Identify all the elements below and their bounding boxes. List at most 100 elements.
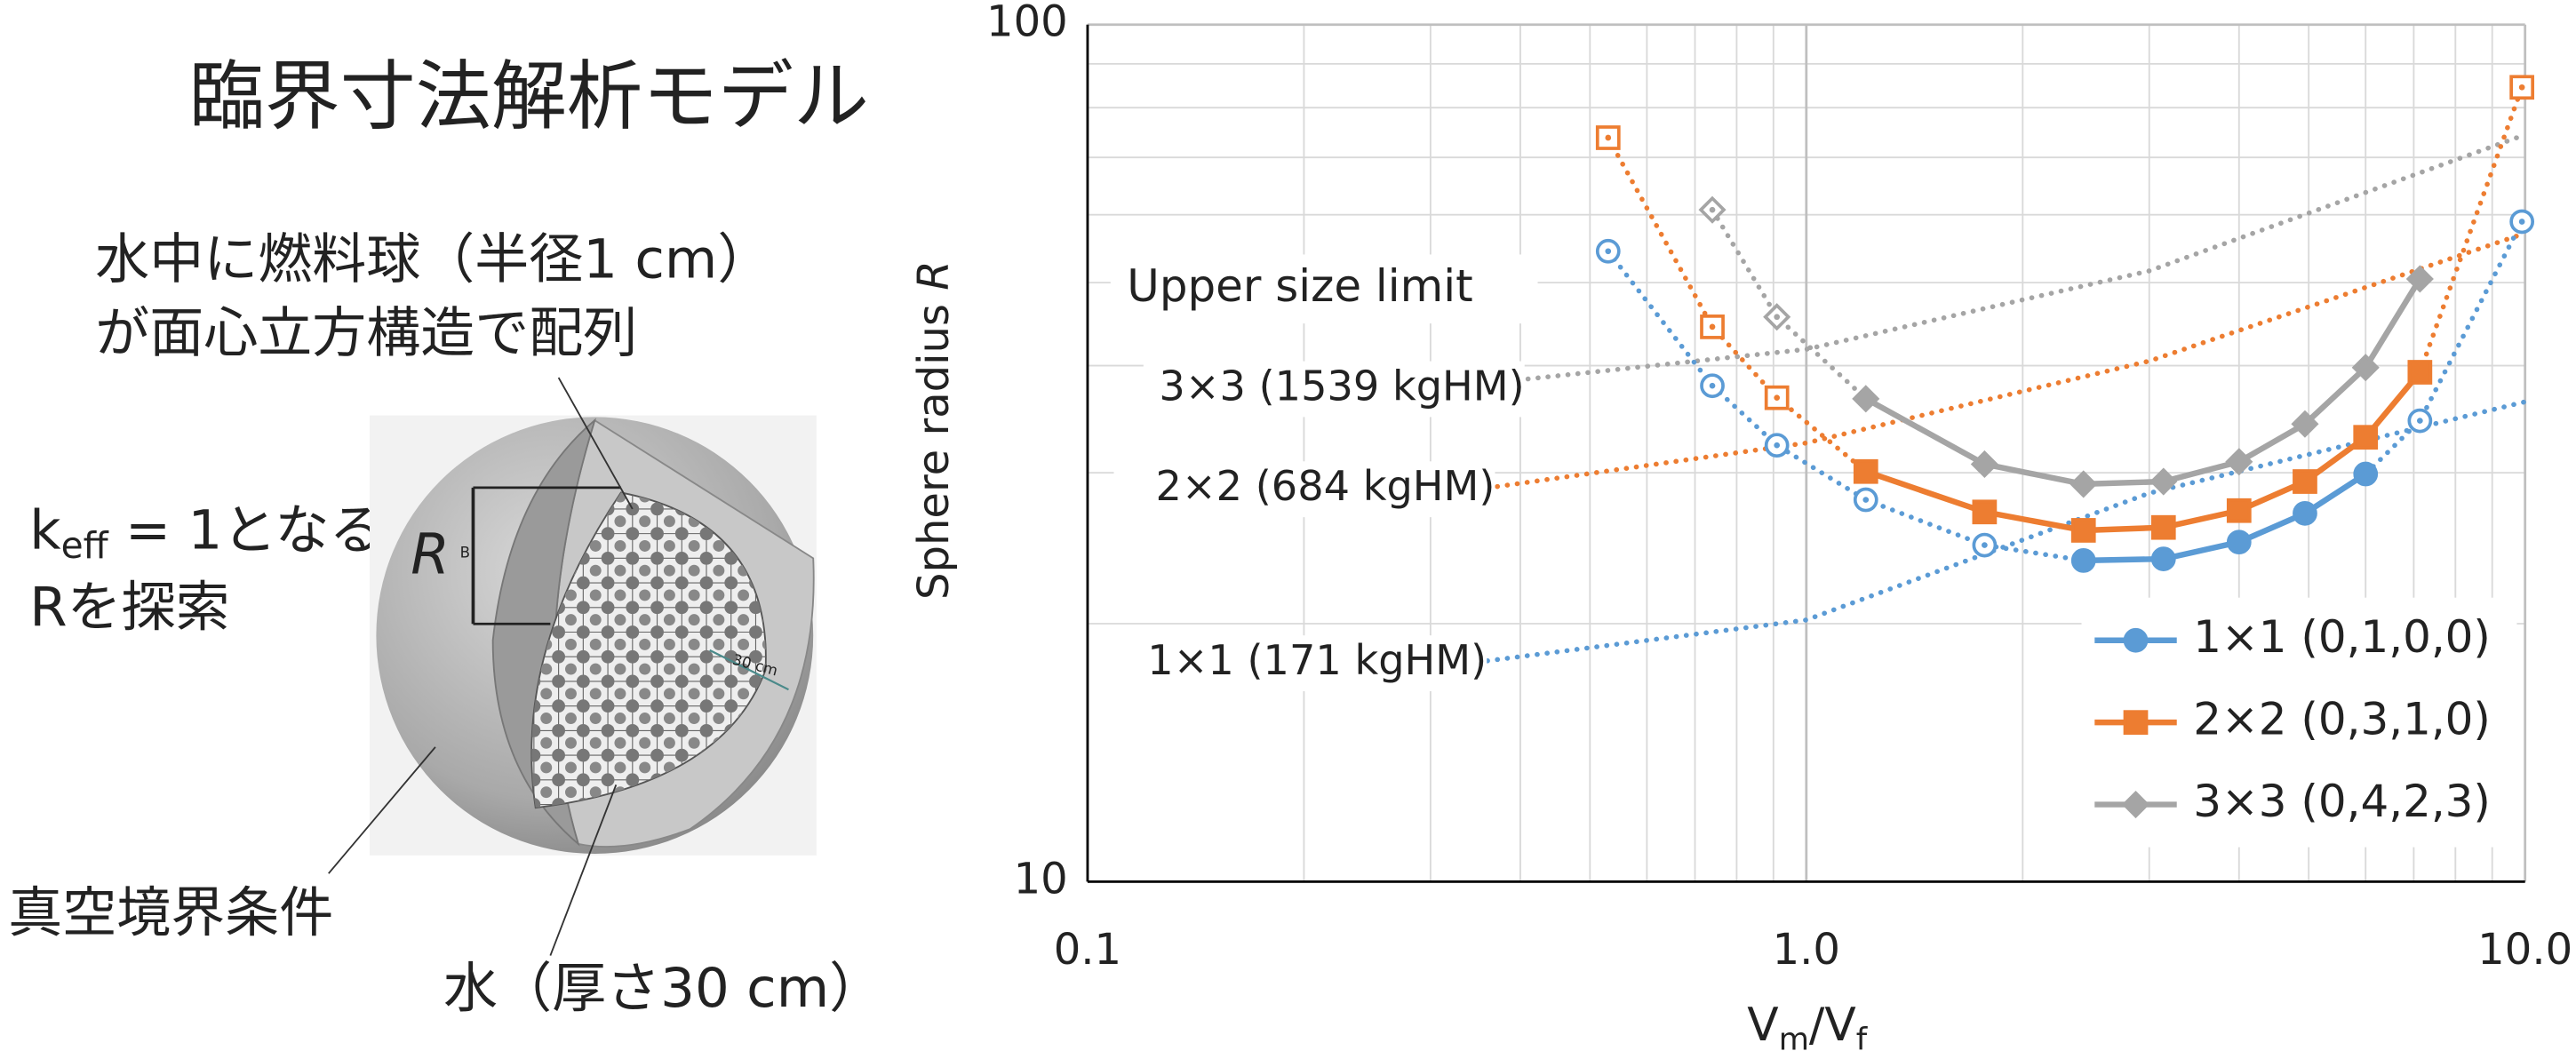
- fuel-sphere: [663, 589, 675, 601]
- fuel-sphere: [552, 748, 566, 762]
- marker-dot: [1862, 497, 1870, 503]
- legend-label: 3×3 (0,4,2,3): [2193, 776, 2491, 827]
- fuel-sphere: [688, 638, 700, 650]
- fuel-sphere: [589, 564, 602, 577]
- data-point: [2121, 791, 2150, 819]
- marker-dot: [2518, 84, 2525, 91]
- fuel-sphere: [614, 540, 626, 552]
- x-label-part: f: [1856, 1022, 1869, 1058]
- data-point: [2070, 518, 2096, 543]
- fuel-sphere: [650, 551, 664, 565]
- fuel-sphere: [650, 699, 664, 713]
- fuel-sphere: [699, 674, 714, 689]
- fuel-sphere: [614, 688, 626, 700]
- fuel-sphere: [688, 589, 700, 601]
- fuel-sphere: [650, 527, 664, 541]
- keff-rest: = 1となる: [108, 498, 384, 561]
- x-tick-label: 10.0: [2477, 925, 2572, 975]
- fuel-sphere: [614, 589, 626, 601]
- diagram: 臨界寸法解析モデル 水中に燃料球（半径1 cm） が面心立方構造で配列 keff…: [8, 53, 883, 1020]
- search-note: Rを探索: [29, 576, 229, 639]
- fuel-sphere: [639, 713, 651, 724]
- fuel-sphere: [576, 699, 590, 713]
- fuel-sphere: [663, 614, 675, 626]
- fuel-sphere: [663, 663, 675, 675]
- y-label-part: Sphere radius: [909, 291, 959, 600]
- thickness-arrow: [709, 649, 789, 691]
- y-tick-label: 100: [986, 0, 1068, 47]
- fuel-sphere: [674, 576, 689, 590]
- note: 水中に燃料球（半径1 cm）: [95, 227, 771, 291]
- fuel-sphere: [639, 564, 651, 577]
- fuel-sphere: [663, 737, 675, 749]
- data-point: [1853, 458, 1878, 484]
- y-label-part: R: [909, 260, 959, 290]
- fuel-sphere: [713, 564, 725, 577]
- fuel-sphere: [713, 688, 725, 700]
- fuel-sphere: [552, 674, 566, 689]
- fuel-sphere: [614, 564, 626, 577]
- legend-label: 1×1 (0,1,0,0): [2193, 611, 2491, 663]
- fuel-sphere: [639, 589, 651, 601]
- fuel-sphere: [540, 688, 553, 700]
- data-point: [2123, 710, 2149, 736]
- fuel-sphere: [749, 601, 762, 615]
- fuel-sphere: [576, 601, 590, 615]
- fuel-sphere: [713, 614, 725, 626]
- fuel-sphere: [601, 527, 615, 541]
- fuel-sphere: [540, 761, 553, 774]
- fuel-sphere: [576, 576, 590, 590]
- fuel-sphere: [639, 638, 651, 650]
- data-point: [2353, 461, 2379, 487]
- fuel-sphere: [589, 663, 602, 675]
- fuel-sphere: [552, 773, 566, 787]
- fuel-sphere: [674, 699, 689, 713]
- keff-note: keff = 1となる: [29, 498, 383, 567]
- fuel-sphere: [589, 614, 602, 626]
- fuel-sphere: [650, 748, 664, 762]
- fuel-sphere: [589, 761, 602, 774]
- data-point: [1764, 385, 1790, 410]
- marker-dot: [1774, 314, 1781, 321]
- size-limit-label: 2×2 (684 kgHM): [1156, 462, 1495, 510]
- fuel-sphere: [713, 589, 725, 601]
- fuel-sphere: [626, 551, 640, 565]
- fuel-sphere: [738, 589, 750, 601]
- fuel-sphere: [650, 674, 664, 689]
- keff-k: k: [29, 498, 61, 561]
- fuel-sphere: [738, 688, 750, 700]
- marker-dot: [1982, 542, 1988, 548]
- fuel-sphere: [576, 625, 590, 639]
- fuel-sphere: [540, 663, 553, 675]
- fuel-sphere: [540, 713, 553, 724]
- fuel-sphere: [674, 527, 689, 541]
- x-label-part: m: [1779, 1022, 1809, 1058]
- fuel-sphere: [639, 688, 651, 700]
- fuel-sphere: [724, 601, 738, 615]
- data-point: [2353, 425, 2379, 450]
- fuel-sphere: [601, 748, 615, 762]
- fuel-sphere: [614, 614, 626, 626]
- fuel-sphere: [531, 723, 541, 737]
- data-point: [2070, 470, 2098, 498]
- fuel-sphere: [589, 638, 602, 650]
- fit-line: [1606, 219, 2524, 563]
- fuel-sphere: [699, 625, 714, 639]
- fuel-sphere: [540, 737, 553, 749]
- marker-dot: [1709, 206, 1716, 213]
- marker-dot: [1605, 134, 1612, 141]
- fuel-sphere: [724, 576, 738, 590]
- fuel-sphere: [713, 663, 725, 675]
- label-bg: [1143, 361, 1525, 418]
- data-point: [2509, 75, 2535, 100]
- fuel-sphere: [650, 576, 664, 590]
- fuel-sphere: [614, 663, 626, 675]
- fuel-sphere: [565, 737, 577, 749]
- size-limit-label: 3×3 (1539 kgHM): [1159, 362, 1524, 410]
- fuel-sphere: [724, 625, 738, 639]
- data-point: [2405, 265, 2434, 293]
- fuel-sphere: [589, 688, 602, 700]
- fuel-sphere: [674, 601, 689, 615]
